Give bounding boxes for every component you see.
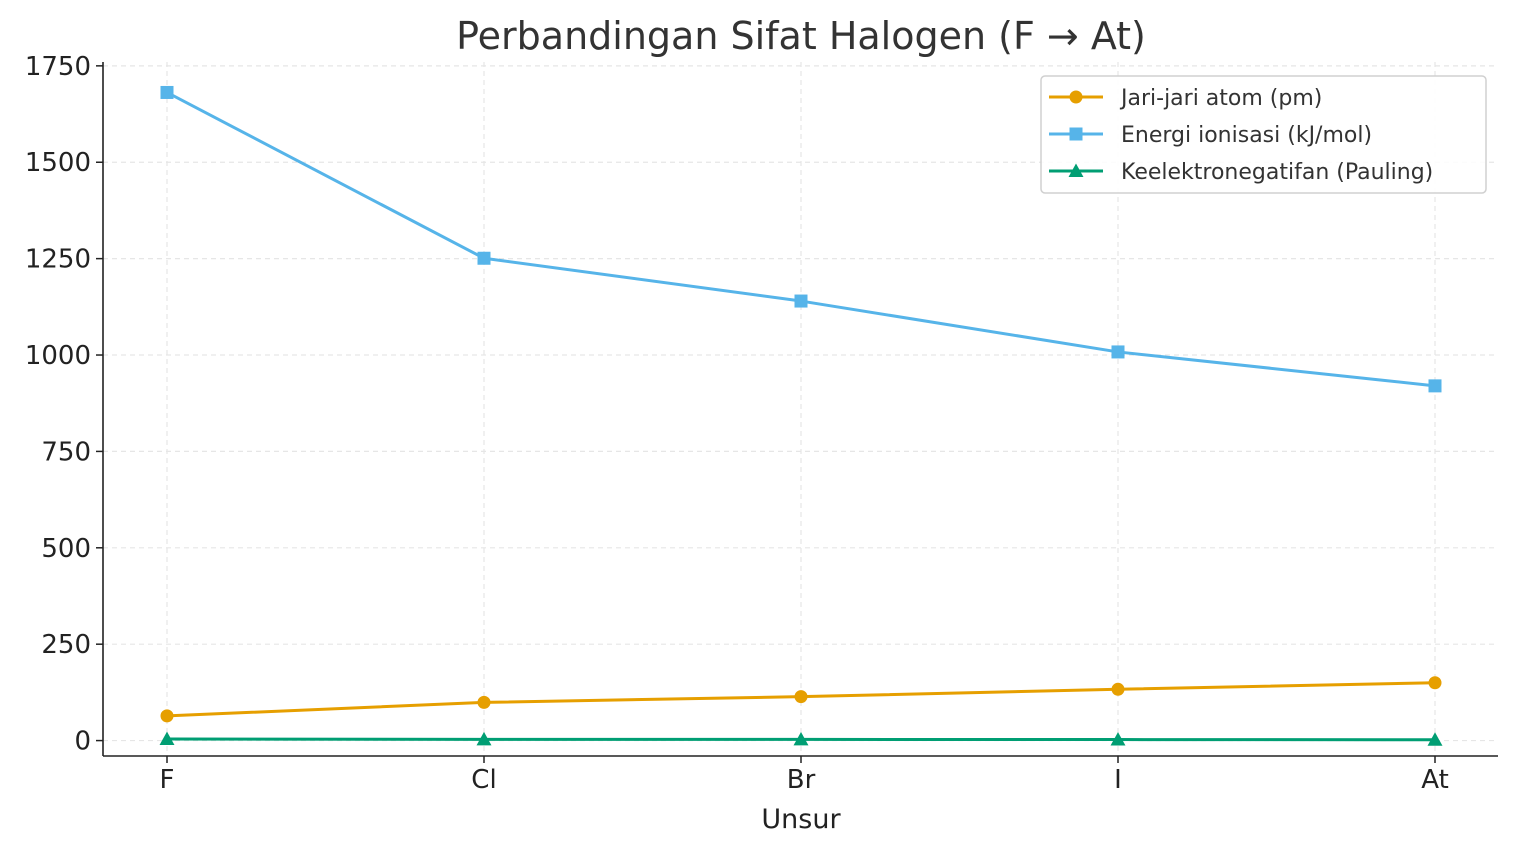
y-tick-label: 1500 <box>25 148 91 178</box>
legend-item: Energi ionisasi (kJ/mol) <box>1049 123 1372 148</box>
legend-box <box>1040 75 1487 194</box>
x-axis-ticks: F Cl Br I At <box>160 756 1449 795</box>
legend-marker <box>1069 90 1083 104</box>
legend-label: Keelektronegatifan (Pauling) <box>1121 160 1433 185</box>
y-tick-label: 1000 <box>25 341 91 371</box>
x-tick-label: I <box>1114 765 1122 795</box>
legend: Jari-jari atom (pm) Energi ionisasi (kJ/m… <box>1040 75 1487 194</box>
data-point <box>1110 732 1126 746</box>
legend-label: Jari-jari atom (pm) <box>1119 86 1322 111</box>
data-point <box>1428 379 1442 393</box>
series-0 <box>160 676 1442 723</box>
data-point <box>1111 682 1125 696</box>
y-tick-label: 750 <box>41 437 91 467</box>
x-tick-label: Cl <box>471 765 496 795</box>
x-tick-label: F <box>160 765 175 795</box>
y-tick-label: 1750 <box>25 52 91 82</box>
legend-label: Energi ionisasi (kJ/mol) <box>1121 123 1372 148</box>
y-tick-label: 0 <box>74 727 91 757</box>
data-point <box>477 251 491 265</box>
series-group <box>159 85 1443 746</box>
x-tick-label: At <box>1421 765 1449 795</box>
series-1 <box>160 85 1442 393</box>
x-tick-label: Br <box>787 765 816 795</box>
legend-item: Jari-jari atom (pm) <box>1049 86 1322 111</box>
data-point <box>1427 732 1443 746</box>
series-2 <box>159 731 1443 746</box>
y-tick-label: 500 <box>41 534 91 564</box>
chart-title: Perbandingan Sifat Halogen (F → At) <box>456 14 1146 58</box>
data-point <box>794 690 808 704</box>
data-point <box>477 695 491 709</box>
data-point <box>1428 676 1442 690</box>
data-point <box>793 731 809 746</box>
data-point <box>159 731 175 746</box>
y-tick-label: 250 <box>41 630 91 660</box>
data-point <box>476 731 492 746</box>
y-tick-label: 1250 <box>25 245 91 275</box>
x-axis-label: Unsur <box>761 804 841 835</box>
y-axis-ticks: 0 250 500 750 1000 1250 1500 1750 <box>25 52 103 757</box>
legend-marker <box>1068 163 1084 177</box>
data-point <box>160 85 174 99</box>
legend-marker <box>1069 127 1083 141</box>
data-point <box>160 709 174 723</box>
legend-item: Keelektronegatifan (Pauling) <box>1049 160 1433 185</box>
data-point <box>1111 345 1125 359</box>
data-point <box>794 294 808 308</box>
